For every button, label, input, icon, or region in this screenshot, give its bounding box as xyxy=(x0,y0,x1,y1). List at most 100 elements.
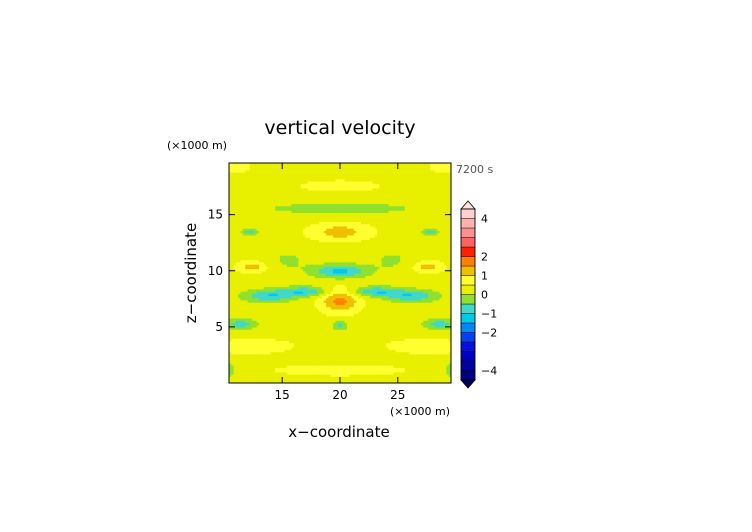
heatmap-cell xyxy=(254,324,258,328)
heatmap-cell xyxy=(381,284,385,288)
heatmap-cell xyxy=(266,356,269,359)
heatmap-cell xyxy=(411,275,415,279)
heatmap-cell xyxy=(367,371,371,375)
heatmap-cell xyxy=(372,376,376,380)
heatmap-cell xyxy=(279,333,283,337)
heatmap-cell xyxy=(252,369,256,373)
heatmap-cell xyxy=(441,342,445,346)
heatmap-cell xyxy=(319,371,323,375)
heatmap-cell xyxy=(307,342,311,346)
heatmap-cell xyxy=(444,297,447,301)
heatmap-cell xyxy=(395,304,399,308)
heatmap-cell xyxy=(430,324,434,328)
heatmap-cell xyxy=(229,275,232,279)
heatmap-cell xyxy=(286,331,290,335)
heatmap-cell xyxy=(328,277,332,281)
heatmap-cell xyxy=(360,286,364,290)
heatmap-cell xyxy=(328,356,332,359)
heatmap-cell xyxy=(245,313,249,317)
heatmap-cell xyxy=(448,358,451,362)
heatmap-cell xyxy=(298,288,302,292)
heatmap-cell xyxy=(363,295,367,299)
heatmap-cell xyxy=(407,378,410,382)
heatmap-cell xyxy=(383,281,387,285)
heatmap-cell xyxy=(383,295,387,299)
heatmap-cell xyxy=(321,293,325,297)
heatmap-cell xyxy=(240,308,244,312)
heatmap-cell xyxy=(298,333,302,337)
heatmap-cell xyxy=(319,326,323,330)
heatmap-cell xyxy=(425,329,429,332)
heatmap-cell xyxy=(346,376,350,380)
heatmap-cell xyxy=(344,286,348,290)
heatmap-cell xyxy=(374,290,378,294)
heatmap-cell xyxy=(314,340,318,344)
heatmap-cell xyxy=(303,324,306,328)
heatmap-cell xyxy=(289,284,293,288)
heatmap-cell xyxy=(353,275,357,279)
heatmap-cell xyxy=(254,302,258,306)
heatmap-cell xyxy=(386,333,390,337)
heatmap-cell xyxy=(416,313,420,317)
heatmap-cell xyxy=(402,365,406,368)
heatmap-cell xyxy=(383,326,387,330)
heatmap-cell xyxy=(307,378,311,382)
heatmap-cell xyxy=(284,351,288,355)
heatmap-cell xyxy=(418,365,422,368)
heatmap-cell xyxy=(395,273,399,276)
heatmap-cell xyxy=(379,376,383,380)
heatmap-cell xyxy=(235,360,239,364)
heatmap-cell xyxy=(346,362,350,366)
heatmap-cell xyxy=(346,329,350,332)
heatmap-cell xyxy=(402,362,406,366)
heatmap-cell xyxy=(300,349,304,353)
heatmap-cell xyxy=(326,380,330,383)
heatmap-cell xyxy=(291,349,295,353)
heatmap-cell xyxy=(386,315,390,319)
heatmap-cell xyxy=(249,360,253,364)
heatmap-cell xyxy=(395,297,399,301)
heatmap-cell xyxy=(349,279,353,283)
heatmap-cell xyxy=(233,371,237,375)
heatmap-cell xyxy=(437,311,441,314)
heatmap-cell xyxy=(432,349,436,353)
heatmap-cell xyxy=(432,374,436,377)
heatmap-cell xyxy=(238,335,242,339)
heatmap-cell xyxy=(358,288,362,292)
heatmap-cell xyxy=(266,335,269,339)
heatmap-cell xyxy=(284,360,288,364)
heatmap-cell xyxy=(425,344,429,348)
heatmap-cell xyxy=(335,315,339,319)
heatmap-cell xyxy=(356,302,360,306)
heatmap-cell xyxy=(367,340,371,344)
heatmap-cell xyxy=(427,315,431,319)
heatmap-cell xyxy=(282,365,286,368)
heatmap-cell xyxy=(291,342,295,346)
heatmap-cell xyxy=(247,311,251,314)
heatmap-cell xyxy=(402,306,406,310)
heatmap-cell xyxy=(344,365,348,368)
heatmap-cell xyxy=(367,293,371,297)
heatmap-cell xyxy=(374,302,378,306)
heatmap-cell xyxy=(245,266,249,270)
heatmap-cell xyxy=(379,356,383,359)
heatmap-cell xyxy=(342,266,346,270)
heatmap-cell xyxy=(420,290,424,294)
heatmap-cell xyxy=(293,362,297,366)
heatmap-cell xyxy=(381,329,385,332)
heatmap-cell xyxy=(370,340,373,344)
heatmap-cell xyxy=(351,268,355,272)
heatmap-cell xyxy=(346,302,350,306)
heatmap-cell xyxy=(446,317,450,321)
heatmap-cell xyxy=(259,293,262,297)
heatmap-cell xyxy=(316,342,320,346)
heatmap-cell xyxy=(303,362,306,366)
heatmap-cell xyxy=(397,308,401,312)
heatmap-cell xyxy=(377,279,380,283)
heatmap-cell xyxy=(326,360,330,364)
heatmap-cell xyxy=(268,335,272,339)
heatmap-cell xyxy=(337,313,341,317)
heatmap-cell xyxy=(418,293,422,297)
heatmap-cell xyxy=(393,349,397,353)
heatmap-cell xyxy=(298,268,302,272)
